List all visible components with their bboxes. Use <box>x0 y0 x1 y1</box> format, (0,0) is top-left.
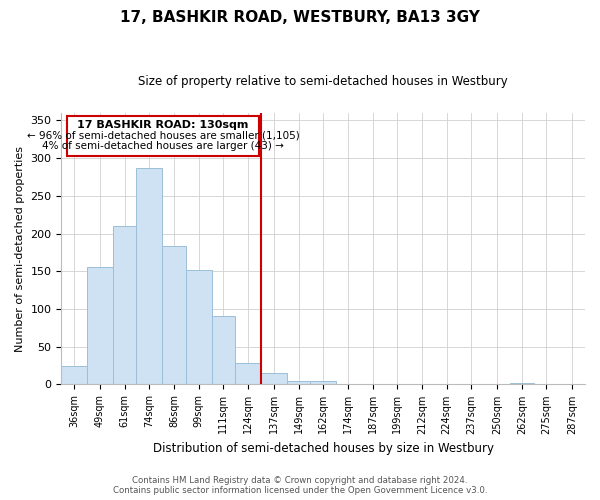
Bar <box>186 270 212 384</box>
FancyBboxPatch shape <box>67 116 259 156</box>
Bar <box>287 380 310 384</box>
Bar <box>162 246 186 384</box>
Bar <box>212 316 235 384</box>
Bar <box>87 268 113 384</box>
Title: Size of property relative to semi-detached houses in Westbury: Size of property relative to semi-detach… <box>139 75 508 88</box>
Bar <box>310 382 336 384</box>
Bar <box>261 373 287 384</box>
Bar <box>235 364 261 384</box>
Text: Contains HM Land Registry data © Crown copyright and database right 2024.
Contai: Contains HM Land Registry data © Crown c… <box>113 476 487 495</box>
Bar <box>113 226 136 384</box>
Text: ← 96% of semi-detached houses are smaller (1,105): ← 96% of semi-detached houses are smalle… <box>27 130 299 140</box>
Y-axis label: Number of semi-detached properties: Number of semi-detached properties <box>15 146 25 352</box>
Text: 17, BASHKIR ROAD, WESTBURY, BA13 3GY: 17, BASHKIR ROAD, WESTBURY, BA13 3GY <box>120 10 480 25</box>
Bar <box>61 366 87 384</box>
X-axis label: Distribution of semi-detached houses by size in Westbury: Distribution of semi-detached houses by … <box>153 442 494 455</box>
Text: 4% of semi-detached houses are larger (43) →: 4% of semi-detached houses are larger (4… <box>42 140 284 150</box>
Bar <box>136 168 162 384</box>
Text: 17 BASHKIR ROAD: 130sqm: 17 BASHKIR ROAD: 130sqm <box>77 120 249 130</box>
Bar <box>510 383 533 384</box>
